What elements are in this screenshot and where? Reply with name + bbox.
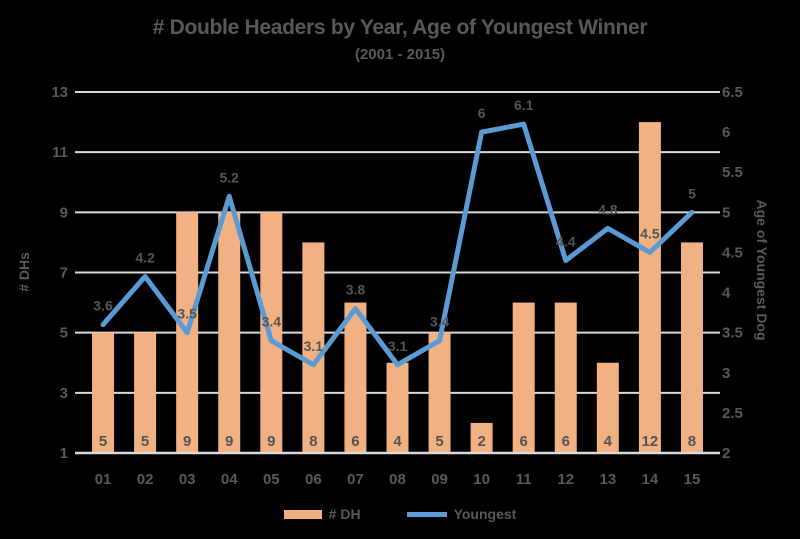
bar-value-label: 2 bbox=[477, 433, 485, 450]
bar-value-label: 4 bbox=[393, 433, 402, 450]
bar bbox=[218, 212, 241, 453]
bar-value-label: 8 bbox=[309, 433, 317, 450]
right-tick-label: 5 bbox=[722, 204, 730, 221]
x-tick-label: 13 bbox=[599, 471, 616, 488]
line-value-label: 3.5 bbox=[177, 306, 197, 322]
line-value-label: 3.4 bbox=[430, 314, 450, 330]
x-tick-label: 14 bbox=[642, 471, 659, 488]
bar bbox=[134, 332, 157, 453]
bar bbox=[512, 302, 535, 453]
legend: # DH Youngest bbox=[0, 504, 800, 524]
bar bbox=[302, 242, 325, 453]
x-tick-label: 07 bbox=[347, 471, 364, 488]
line-value-label: 3.8 bbox=[346, 282, 366, 298]
line-value-label: 6.1 bbox=[514, 97, 534, 113]
bar-value-label: 5 bbox=[435, 433, 443, 450]
bar-value-label: 5 bbox=[99, 433, 107, 450]
right-tick-label: 2 bbox=[722, 445, 730, 462]
line-value-label: 4.4 bbox=[556, 233, 576, 249]
line-value-label: 3.6 bbox=[93, 298, 113, 314]
bar-value-label: 6 bbox=[562, 433, 570, 450]
bar-value-label: 12 bbox=[642, 433, 659, 450]
line-value-label: 4.8 bbox=[598, 201, 618, 217]
line-value-label: 4.2 bbox=[135, 250, 155, 266]
left-tick-label: 11 bbox=[52, 144, 68, 161]
bar-value-label: 9 bbox=[267, 433, 275, 450]
bar bbox=[344, 302, 367, 453]
x-tick-label: 06 bbox=[305, 471, 322, 488]
line-value-label: 4.5 bbox=[640, 225, 660, 241]
right-tick-label: 3.5 bbox=[722, 325, 743, 342]
line-value-label: 6 bbox=[478, 105, 486, 121]
legend-bar-label: # DH bbox=[328, 506, 361, 522]
line-value-label: 3.1 bbox=[388, 338, 408, 354]
x-tick-label: 10 bbox=[473, 471, 490, 488]
bar-value-label: 4 bbox=[604, 433, 613, 450]
line-value-label: 5.2 bbox=[219, 169, 239, 185]
line-value-label: 3.1 bbox=[304, 338, 324, 354]
x-tick-label: 03 bbox=[179, 471, 196, 488]
x-tick-label: 01 bbox=[95, 471, 112, 488]
left-tick-label: 5 bbox=[60, 325, 68, 342]
left-tick-label: 3 bbox=[60, 385, 68, 402]
x-tick-label: 08 bbox=[389, 471, 406, 488]
bar-value-label: 6 bbox=[520, 433, 528, 450]
right-tick-label: 6 bbox=[722, 124, 730, 141]
chart-subtitle: (2001 - 2015) bbox=[354, 46, 446, 63]
x-tick-label: 12 bbox=[557, 471, 574, 488]
x-tick-label: 02 bbox=[137, 471, 154, 488]
bar bbox=[92, 332, 115, 453]
chart-title: # Double Headers by Year, Age of Younges… bbox=[152, 16, 648, 39]
bar bbox=[680, 242, 703, 453]
x-tick-label: 11 bbox=[516, 471, 532, 488]
bar-value-label: 9 bbox=[183, 433, 191, 450]
right-tick-label: 4 bbox=[722, 285, 731, 302]
trend-line bbox=[100, 121, 695, 368]
bar bbox=[638, 122, 661, 453]
bar bbox=[470, 422, 493, 453]
bar-value-label: 5 bbox=[141, 433, 149, 450]
bar-value-label: 8 bbox=[688, 433, 696, 450]
legend-bar-swatch-icon bbox=[283, 509, 322, 519]
x-tick-label: 04 bbox=[221, 471, 238, 488]
x-tick-label: 05 bbox=[263, 471, 280, 488]
left-tick-label: 7 bbox=[60, 265, 68, 282]
line-value-label: 5 bbox=[688, 185, 696, 201]
x-tick-label: 09 bbox=[431, 471, 448, 488]
left-tick-label: 1 bbox=[60, 445, 68, 462]
legend-line-label: Youngest bbox=[453, 506, 517, 522]
right-tick-label: 6.5 bbox=[722, 84, 743, 101]
right-tick-label: 2.5 bbox=[722, 405, 743, 422]
right-tick-label: 3 bbox=[722, 365, 730, 382]
left-tick-label: 13 bbox=[51, 84, 68, 101]
bar bbox=[554, 302, 577, 453]
right-tick-label: 4.5 bbox=[722, 244, 743, 261]
left-tick-label: 9 bbox=[60, 204, 68, 221]
bar-value-label: 9 bbox=[225, 433, 233, 450]
bar-value-label: 6 bbox=[351, 433, 359, 450]
bar bbox=[428, 332, 451, 453]
legend-line-swatch-icon bbox=[406, 511, 447, 517]
x-tick-label: 15 bbox=[684, 471, 701, 488]
right-tick-label: 5.5 bbox=[722, 164, 743, 181]
line-value-label: 3.4 bbox=[262, 314, 282, 330]
bar bbox=[596, 362, 619, 453]
bar bbox=[386, 362, 409, 453]
